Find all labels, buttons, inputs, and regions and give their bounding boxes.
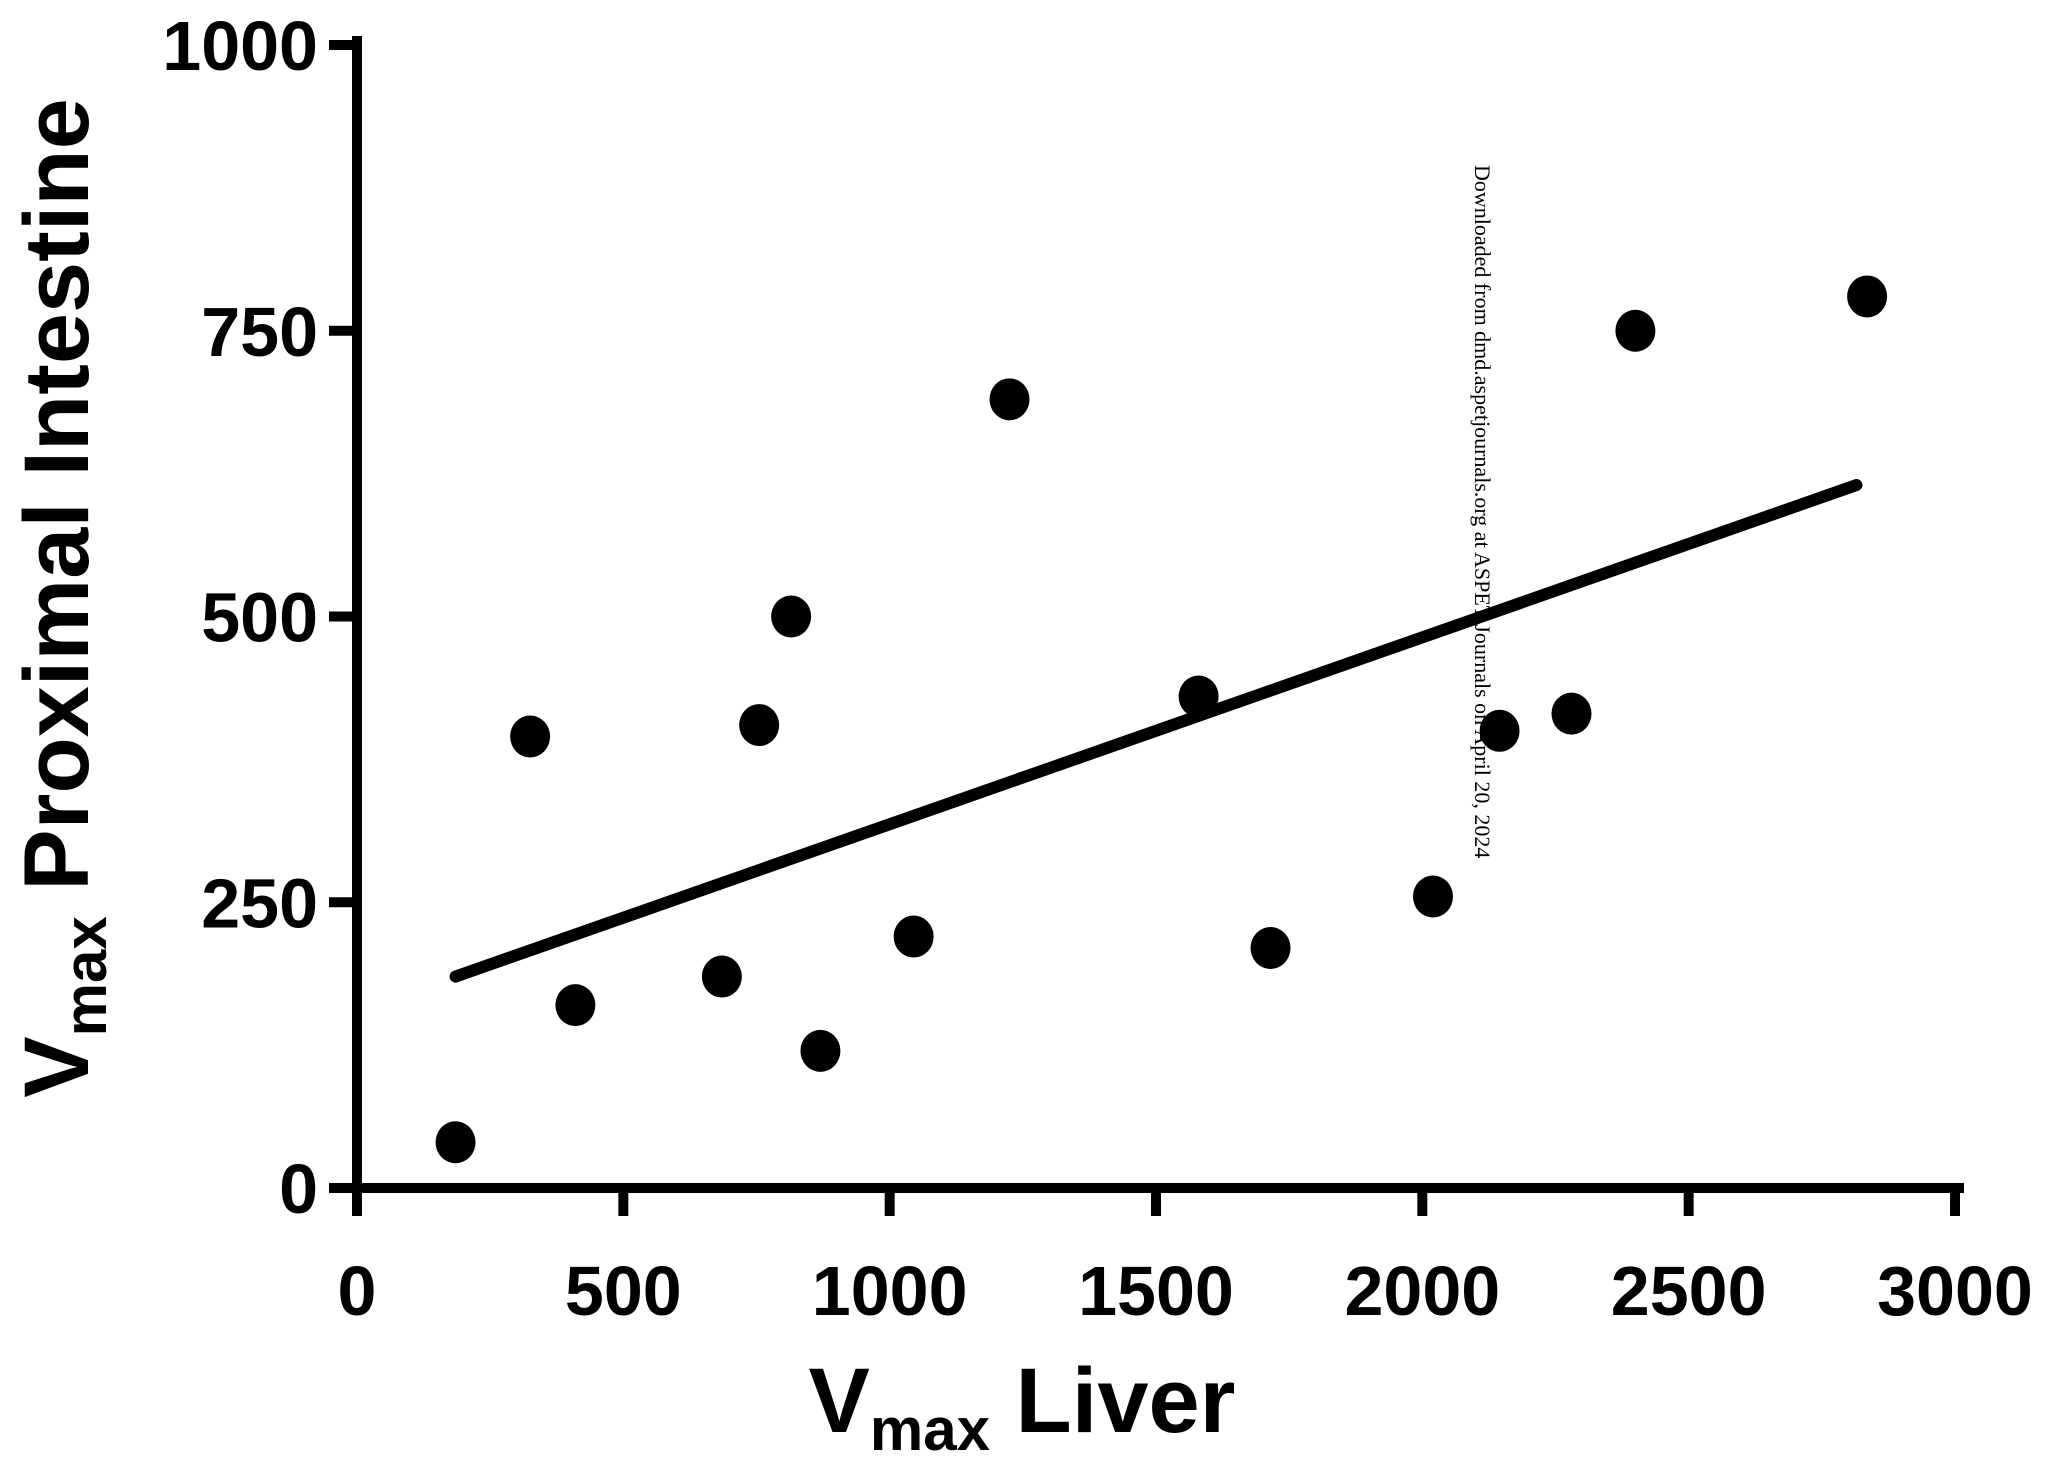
y-tick-label: 500	[201, 579, 318, 657]
x-axis-ticks: 0 500 1000 1500 2000 2500 3000	[338, 1188, 2033, 1330]
data-point	[555, 984, 596, 1027]
regression-line	[449, 479, 1863, 983]
data-points	[435, 275, 1888, 1164]
y-tick-label: 0	[279, 1150, 318, 1228]
trendline-group	[449, 479, 1863, 983]
x-tick-label: 500	[565, 1252, 682, 1330]
watermark-text: Downloaded from dmd.aspetjournals.org at…	[1470, 165, 1495, 858]
y-tick-label: 750	[201, 293, 318, 371]
data-point	[893, 915, 934, 958]
y-axis-title: Vmax Proximal Intestine	[6, 98, 119, 1098]
x-tick-label: 1000	[812, 1252, 968, 1330]
data-point	[1551, 692, 1592, 735]
y-tick-label: 1000	[162, 7, 318, 85]
data-point	[1847, 275, 1888, 318]
x-tick-label: 2000	[1344, 1252, 1500, 1330]
data-point	[1178, 675, 1219, 718]
data-point	[1250, 926, 1291, 969]
data-point	[739, 704, 780, 747]
y-axis-ticks: 0 250 500 750 1000	[162, 7, 357, 1228]
x-axis-title: Vmax Liver	[809, 1350, 1236, 1463]
data-point	[1479, 709, 1520, 752]
data-point	[800, 1029, 841, 1072]
data-point	[701, 955, 742, 998]
x-tick-label: 2500	[1611, 1252, 1767, 1330]
x-tick-label: 3000	[1877, 1252, 2033, 1330]
axes	[347, 36, 1964, 1198]
data-point	[510, 715, 551, 758]
data-point	[771, 595, 812, 638]
x-tick-label: 1500	[1078, 1252, 1234, 1330]
data-point	[1412, 875, 1453, 918]
data-point	[435, 1121, 476, 1164]
data-point	[1615, 309, 1656, 352]
y-tick-label: 250	[201, 864, 318, 942]
x-tick-label: 0	[338, 1252, 377, 1330]
data-point	[989, 378, 1030, 421]
